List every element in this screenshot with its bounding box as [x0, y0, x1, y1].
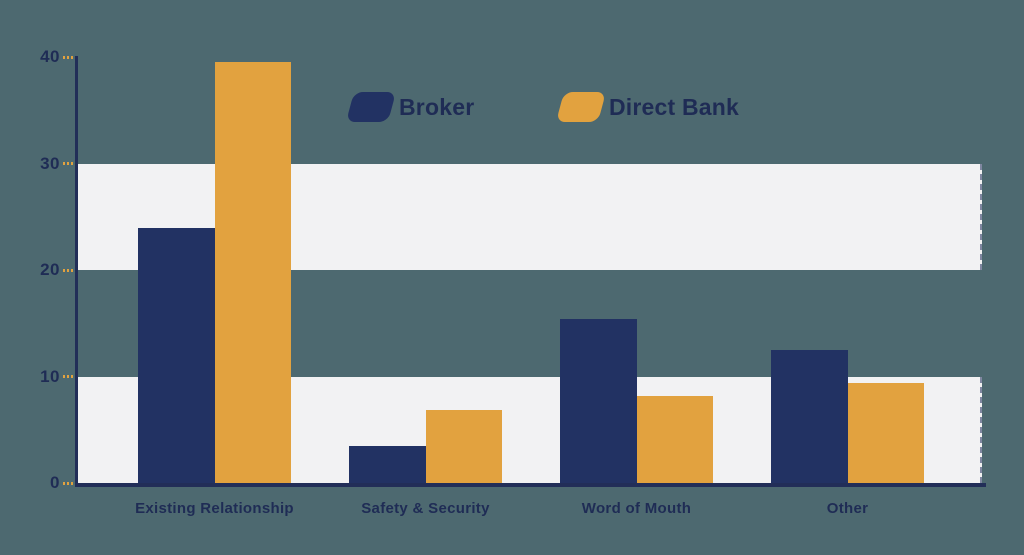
y-tick-mark	[63, 481, 75, 485]
bar-broker-existing-relationship	[138, 228, 215, 483]
y-tick-label: 10	[40, 366, 60, 386]
x-axis-label-other: Other	[826, 500, 869, 517]
y-axis-line	[75, 56, 78, 483]
legend-item-direct-bank: Direct Bank	[555, 92, 740, 122]
bar-broker-word-of-mouth	[560, 319, 637, 483]
direct-bank-swatch-icon	[555, 92, 607, 122]
legend-label-direct-bank: Direct Bank	[609, 93, 740, 120]
x-axis-label-safety-security: Safety & Security	[361, 500, 490, 517]
y-tick-mark	[63, 268, 75, 272]
plot-area: 0 10 20 30 40 Existing Relationship Safety & S…	[40, 47, 986, 517]
y-tick-mark	[63, 55, 75, 59]
broker-swatch-icon	[345, 92, 397, 122]
x-axis-label-existing-relationship: Existing Relationship	[135, 500, 294, 517]
y-tick-label: 20	[40, 260, 60, 279]
bar-direct-bank-existing-relationship	[214, 62, 291, 483]
y-tick-label: 30	[40, 153, 60, 173]
y-tick-mark	[63, 162, 75, 165]
x-axis-line	[75, 483, 986, 487]
legend-label-broker: Broker	[399, 93, 475, 120]
bar-broker-other	[771, 349, 848, 483]
y-tick-mark	[63, 375, 75, 378]
bar-direct-bank-other	[847, 382, 924, 483]
bar-direct-bank-safety-security	[425, 409, 502, 483]
bar-broker-safety-security	[349, 445, 426, 483]
y-tick-label: 0	[50, 473, 60, 492]
y-tick-label: 40	[40, 47, 60, 66]
x-axis-label-word-of-mouth: Word of Mouth	[581, 500, 692, 517]
bar-direct-bank-word-of-mouth	[636, 395, 713, 483]
legend-item-broker: Broker	[345, 92, 475, 122]
